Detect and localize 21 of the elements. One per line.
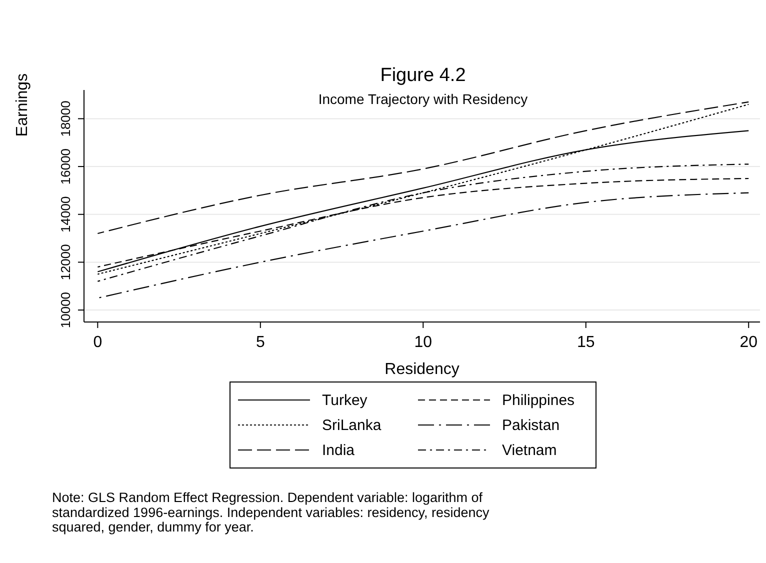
legend-label: India <box>322 442 356 459</box>
legend-label: SriLanka <box>322 417 382 434</box>
legend-label: Vietnam <box>502 442 557 459</box>
y-tick-label: 16000 <box>58 148 73 185</box>
x-tick-label: 20 <box>740 334 758 351</box>
legend-label: Turkey <box>322 392 368 409</box>
y-axis-title: Earnings <box>14 73 31 137</box>
y-tick-label: 14000 <box>58 196 73 232</box>
y-tick-label: 12000 <box>58 244 73 280</box>
legend-label: Pakistan <box>502 417 560 434</box>
x-axis-title: Residency <box>384 361 460 378</box>
y-tick-label: 10000 <box>58 292 73 328</box>
chart-subtitle: Income Trajectory with Residency <box>318 91 528 107</box>
text: Note: GLS Random Effect Regression. Dependent variable: logarithm of standardized 1996-earnings. Independent variables: residency, residency squared, gender, dummy for year. <box>52 490 490 535</box>
x-tick-label: 10 <box>414 334 432 351</box>
x-tick-label: 15 <box>576 334 595 351</box>
chart-title: Figure 4.2 <box>380 65 466 86</box>
legend-label: Philippines <box>502 392 575 409</box>
x-tick-label: 5 <box>256 334 265 351</box>
x-tick-label: 0 <box>93 334 102 351</box>
y-tick-label: 18000 <box>58 100 73 137</box>
